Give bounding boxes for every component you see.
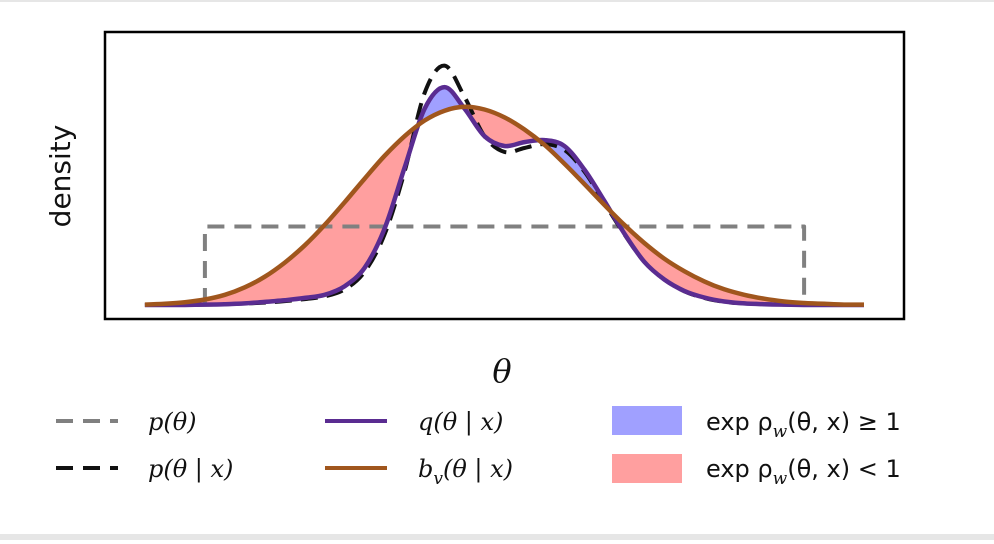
x-axis-label: θ <box>492 352 511 390</box>
fill-ratio-lt-region-2 <box>462 106 539 147</box>
fill-ratio-lt-region-4 <box>610 211 864 306</box>
bottom-border <box>0 534 994 540</box>
posterior-curve <box>144 63 864 308</box>
plot-frame <box>103 30 906 321</box>
b-curve <box>144 104 865 307</box>
legend-ratio-lt-swatch <box>612 454 682 483</box>
top-border <box>0 0 994 2</box>
legend-prior-label: p(θ) <box>148 408 197 436</box>
density-curves <box>144 63 865 308</box>
legend-q-label: q(θ | x) <box>418 408 503 437</box>
y-axis-label: density <box>44 125 77 228</box>
legend-b-label: bv(θ | x) <box>418 455 513 489</box>
fill-ratio-lt-region-0 <box>144 124 420 306</box>
legend-ratio-ge-swatch <box>612 406 682 435</box>
legend-ratio-ge-label: exp ρw(θ, x) ≥ 1 <box>706 408 901 442</box>
legend-ratio-lt-label: exp ρw(θ, x) < 1 <box>706 455 901 489</box>
legend: p(θ) p(θ | x) q(θ | x) bv(θ | x) exp ρw(… <box>56 406 901 489</box>
q-curve <box>144 84 864 308</box>
legend-posterior-label: p(θ | x) <box>148 455 233 484</box>
prior-curve <box>202 224 807 305</box>
